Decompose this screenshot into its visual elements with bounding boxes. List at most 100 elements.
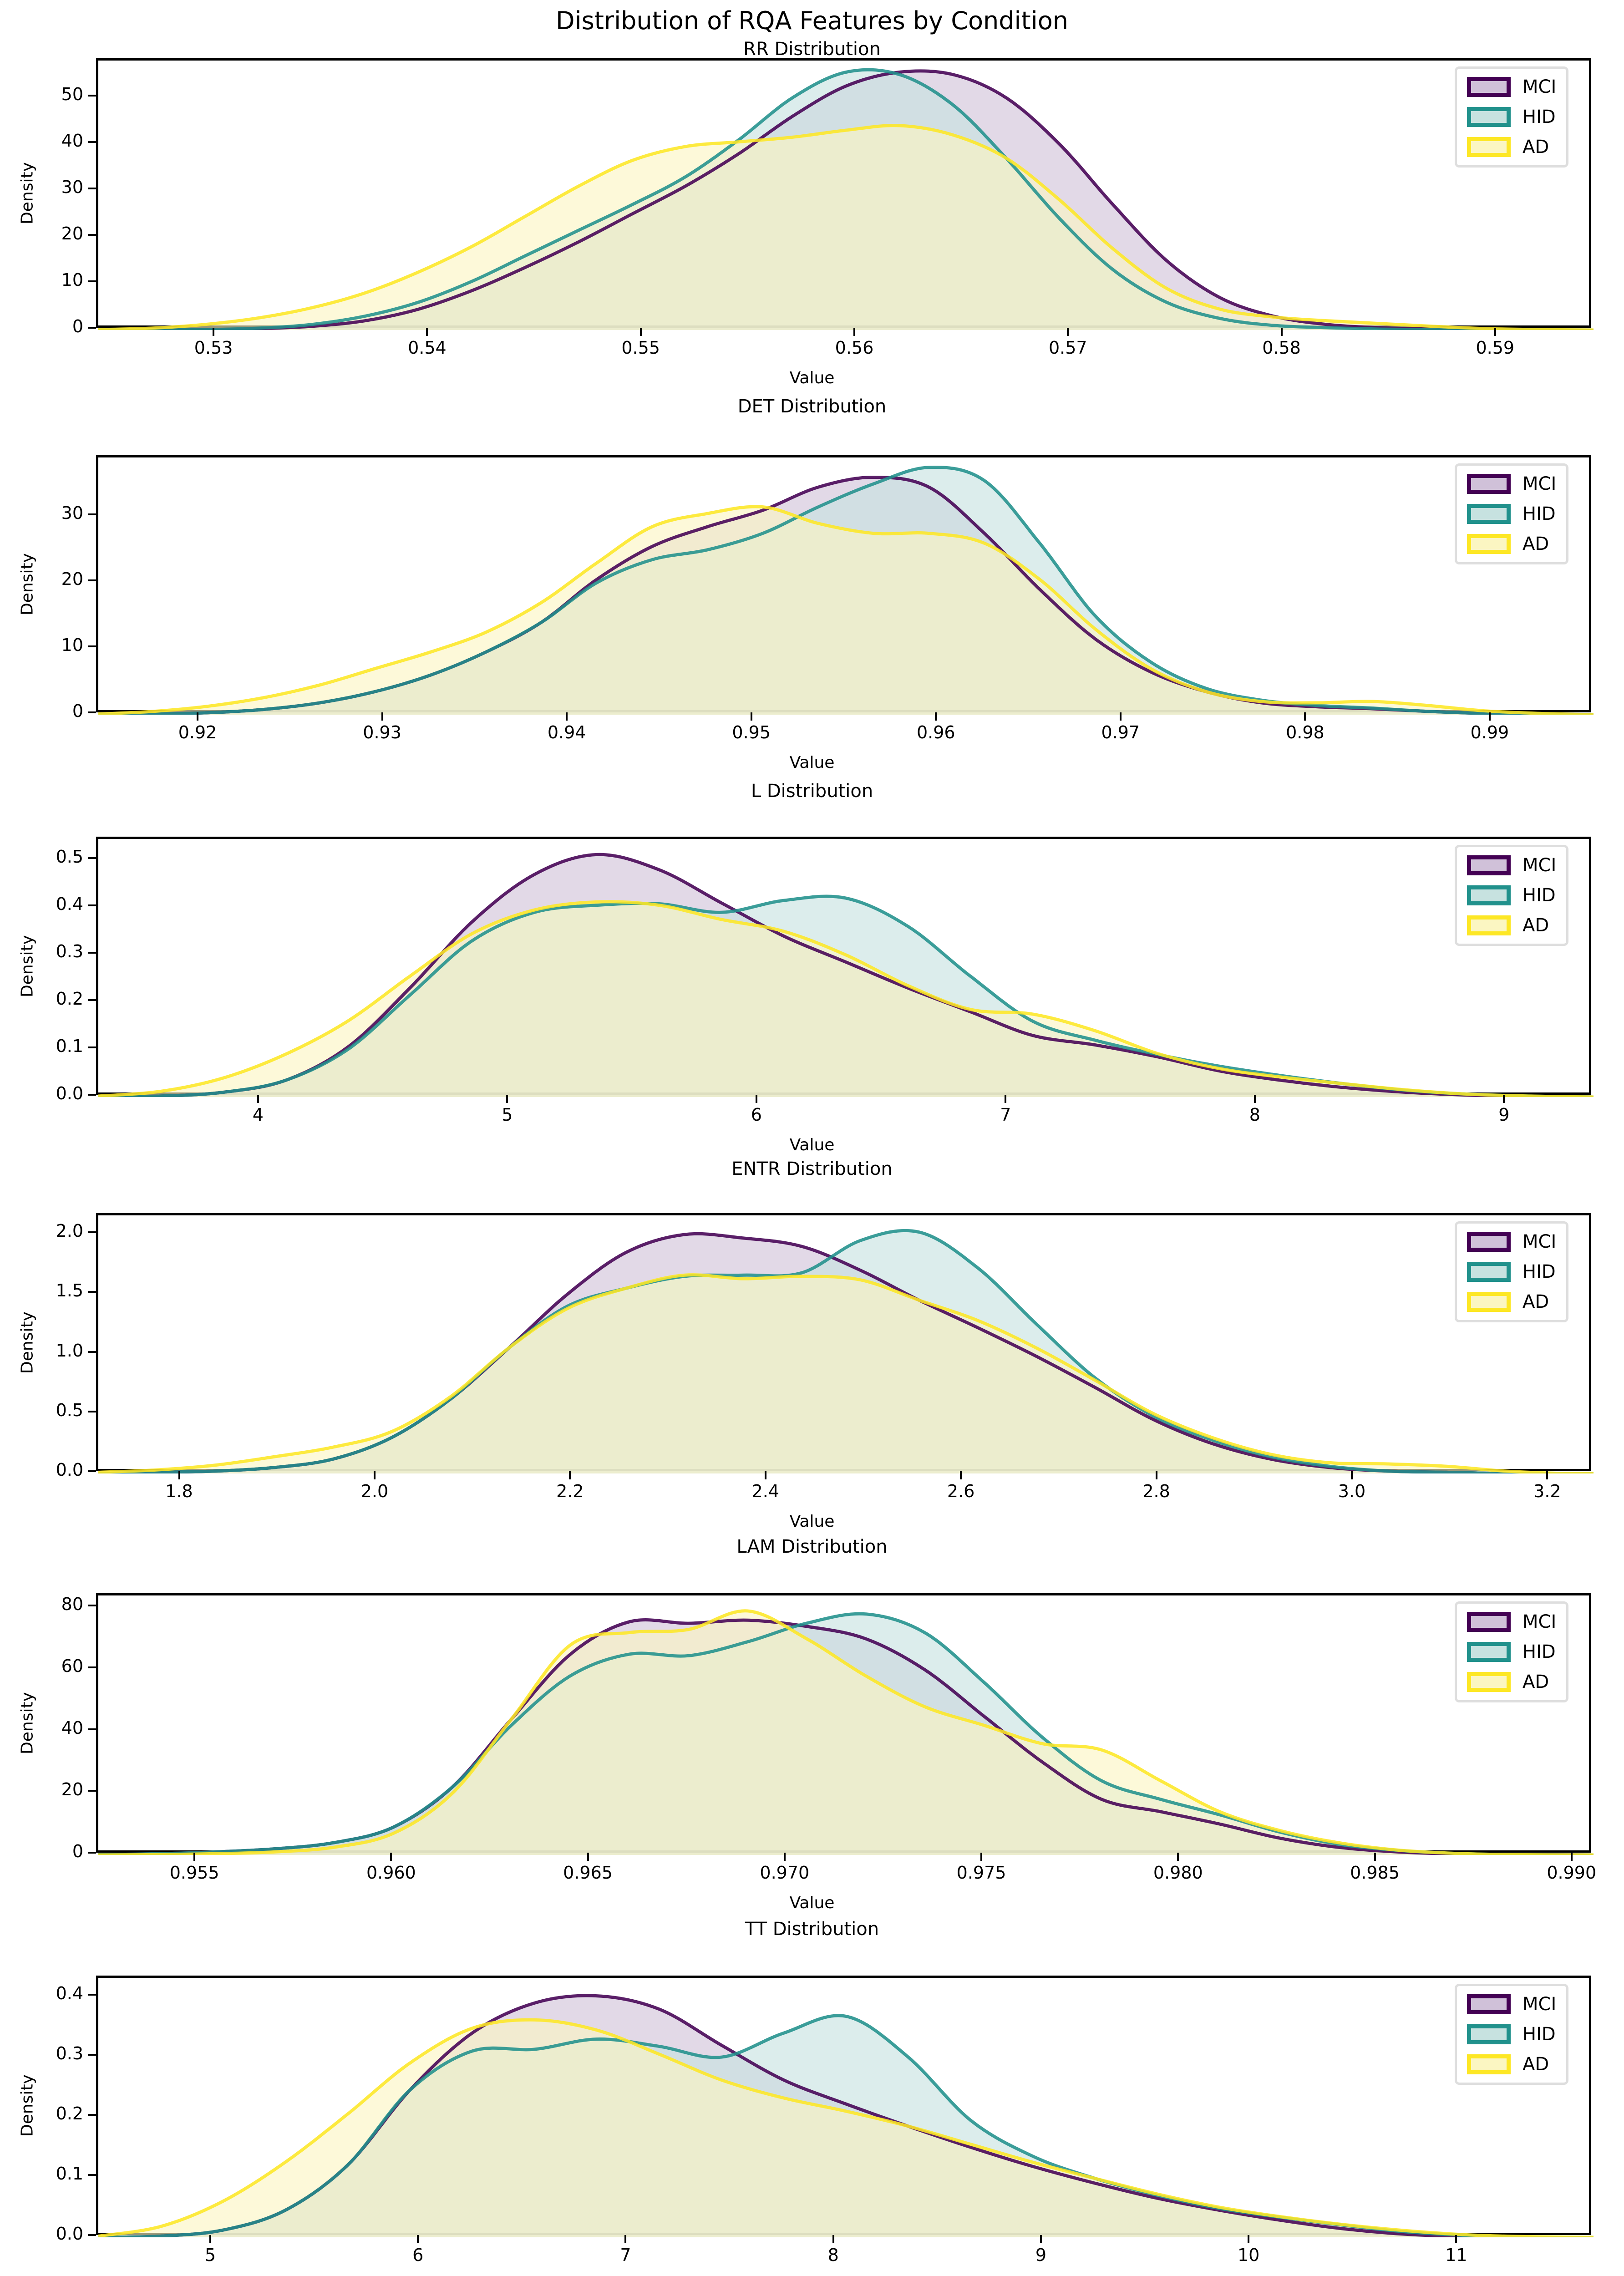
x-tick-label: 0.92 (178, 722, 217, 742)
subplot-title: RR Distribution (743, 39, 881, 60)
x-tick-mark (1488, 712, 1491, 721)
y-tick-mark (88, 2234, 96, 2236)
legend-label: HID (1522, 503, 1556, 524)
legend-swatch-hid (1467, 1642, 1511, 1662)
legend-label: AD (1522, 533, 1549, 554)
kde-fill-ad (98, 506, 1594, 715)
kde-line-ad (98, 1609, 1594, 1855)
legend-item-hid[interactable]: HID (1467, 1642, 1556, 1662)
y-tick-mark (88, 711, 96, 713)
x-tick-label: 8 (827, 2245, 839, 2265)
legend-swatch-ad (1467, 137, 1511, 157)
legend-item-mci[interactable]: MCI (1467, 855, 1556, 875)
kde-fill-ad (98, 1610, 1594, 1855)
x-tick-mark (390, 1853, 392, 1861)
legend-item-ad[interactable]: AD (1467, 1672, 1556, 1692)
legend-label: MCI (1522, 1994, 1557, 2015)
legend-item-hid[interactable]: HID (1467, 504, 1556, 524)
x-tick-label: 4 (252, 1105, 264, 1125)
legend-item-hid[interactable]: HID (1467, 107, 1556, 127)
plot-area (96, 1593, 1594, 1855)
x-tick-mark (417, 2235, 419, 2243)
y-tick-mark (88, 1605, 96, 1607)
y-tick-mark (88, 1994, 96, 1996)
x-tick-label: 9 (1498, 1105, 1510, 1125)
legend: MCI HID AD (1455, 1601, 1569, 1702)
y-tick-mark (88, 1852, 96, 1854)
x-tick-label: 0.985 (1350, 1863, 1400, 1883)
x-tick-label: 0.95 (732, 722, 771, 742)
y-tick-mark (88, 999, 96, 1001)
x-tick-mark (1067, 328, 1069, 336)
x-tick-label: 3.2 (1533, 1481, 1561, 1501)
legend-item-ad[interactable]: AD (1467, 915, 1556, 935)
legend-item-mci[interactable]: MCI (1467, 474, 1556, 494)
legend-item-ad[interactable]: AD (1467, 137, 1556, 157)
legend-item-mci[interactable]: MCI (1467, 1994, 1556, 2014)
legend-item-hid[interactable]: HID (1467, 1262, 1556, 1282)
x-tick-label: 2.6 (947, 1481, 975, 1501)
kde-fill-hid (98, 2015, 1594, 2237)
legend-item-ad[interactable]: AD (1467, 1292, 1556, 1312)
x-tick-mark (935, 712, 937, 721)
legend-item-ad[interactable]: AD (1467, 534, 1556, 554)
y-tick-label: 40 (61, 130, 83, 151)
x-tick-mark (639, 328, 642, 336)
x-tick-mark (1155, 1471, 1157, 1479)
legend-item-mci[interactable]: MCI (1467, 1612, 1556, 1632)
x-axis-label: Value (789, 1512, 835, 1531)
plot-area (96, 837, 1594, 1097)
x-tick-label: 2.2 (556, 1481, 584, 1501)
x-tick-mark (853, 328, 855, 336)
kde-line-hid (98, 2014, 1594, 2237)
y-axis-label: Density (18, 2074, 37, 2137)
x-tick-mark (1374, 1853, 1376, 1861)
y-tick-label: 0.1 (56, 1036, 83, 1056)
legend-swatch-mci (1467, 77, 1511, 97)
x-tick-label: 0.59 (1476, 338, 1515, 358)
legend-label: AD (1522, 1291, 1549, 1312)
kde-fill-hid (98, 70, 1594, 330)
subplot-title: TT Distribution (745, 1919, 879, 1940)
x-tick-mark (381, 712, 383, 721)
legend-item-mci[interactable]: MCI (1467, 1232, 1556, 1252)
legend-label: HID (1522, 2024, 1556, 2045)
y-axis-label: Density (18, 1311, 37, 1374)
kde-line-ad (98, 124, 1594, 330)
x-tick-mark (566, 712, 568, 721)
legend-item-ad[interactable]: AD (1467, 2054, 1556, 2074)
x-tick-mark (1494, 328, 1496, 336)
x-tick-mark (1177, 1853, 1179, 1861)
legend-item-hid[interactable]: HID (1467, 885, 1556, 905)
kde-fill-ad (98, 901, 1594, 1097)
kde-fill-mci (98, 1620, 1594, 1855)
y-tick-mark (88, 1790, 96, 1792)
legend-label: HID (1522, 107, 1556, 127)
legend-label: AD (1522, 915, 1549, 936)
plot-area (96, 1213, 1594, 1473)
x-tick-label: 5 (502, 1105, 513, 1125)
x-axis-label: Value (789, 753, 835, 772)
x-tick-label: 2.4 (751, 1481, 779, 1501)
y-tick-mark (88, 2054, 96, 2056)
kde-line-ad (98, 2018, 1594, 2237)
legend-swatch-ad (1467, 534, 1511, 554)
x-tick-label: 0.980 (1153, 1863, 1203, 1883)
y-tick-label: 0.0 (56, 1083, 83, 1103)
x-tick-mark (178, 1471, 180, 1479)
y-axis-label: Density (18, 1692, 37, 1754)
y-tick-label: 40 (61, 1717, 83, 1738)
legend-label: HID (1522, 885, 1556, 906)
legend-item-hid[interactable]: HID (1467, 2024, 1556, 2044)
x-tick-label: 5 (204, 2245, 216, 2265)
x-tick-mark (960, 1471, 962, 1479)
y-tick-label: 0.5 (56, 1400, 83, 1420)
x-tick-mark (980, 1853, 983, 1861)
kde-line-mci (98, 475, 1594, 715)
legend-swatch-ad (1467, 915, 1511, 935)
legend-item-mci[interactable]: MCI (1467, 77, 1556, 97)
x-tick-mark (1040, 2235, 1042, 2243)
